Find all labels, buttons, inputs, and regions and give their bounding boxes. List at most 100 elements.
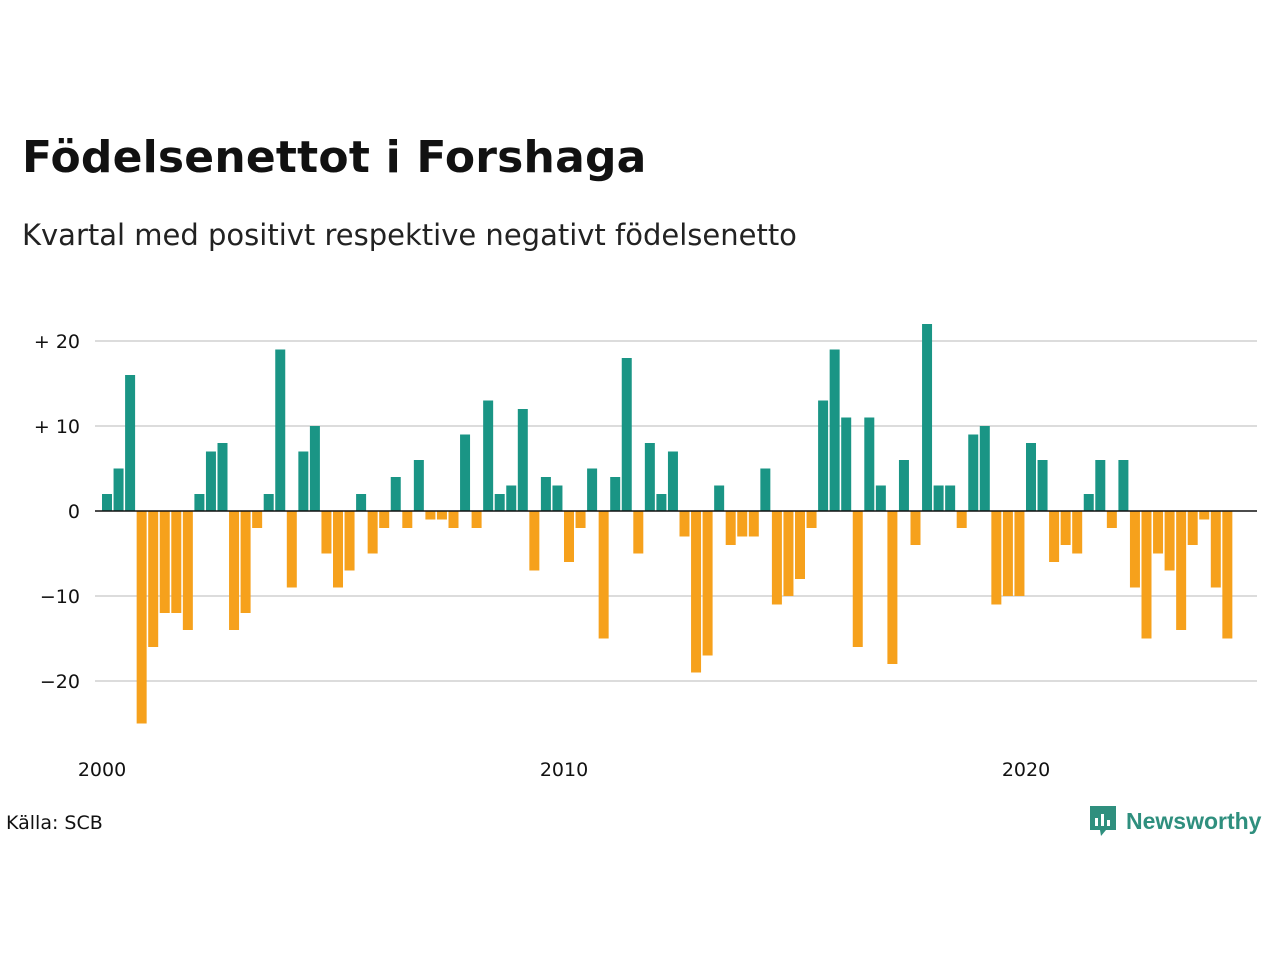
bar-positive xyxy=(968,434,979,511)
bar-negative xyxy=(748,511,759,537)
x-axis-ticks: 2000 2010 2020 xyxy=(78,759,1050,781)
bar-positive xyxy=(714,485,725,511)
bar-negative xyxy=(806,511,817,528)
bar-positive xyxy=(829,349,840,511)
bar-negative xyxy=(887,511,898,664)
bar-negative xyxy=(1072,511,1083,554)
bar-negative xyxy=(1199,511,1210,520)
source-note: Källa: SCB xyxy=(6,812,103,834)
bar-negative xyxy=(252,511,263,528)
bar-positive xyxy=(540,477,551,511)
bar-positive xyxy=(818,400,829,511)
bar-negative xyxy=(852,511,863,647)
bar-negative xyxy=(598,511,609,639)
bar-negative xyxy=(1210,511,1221,588)
bar-positive xyxy=(517,409,528,511)
bar-negative xyxy=(402,511,413,528)
bar-positive xyxy=(1095,460,1106,511)
bar-positive xyxy=(506,485,517,511)
bar-negative xyxy=(333,511,343,588)
bar-positive xyxy=(760,468,771,511)
bar-positive xyxy=(113,468,124,511)
newsworthy-logo-icon xyxy=(1090,806,1116,836)
y-tick-label: + 20 xyxy=(34,331,80,353)
bar-chart: + 20 + 10 0 −10 −20 2000 2010 2020 xyxy=(34,324,1257,781)
bar-negative xyxy=(171,511,182,613)
bar-negative xyxy=(1164,511,1175,571)
bar-negative xyxy=(771,511,782,605)
bar-negative xyxy=(1187,511,1198,545)
bar-negative xyxy=(1129,511,1140,588)
bar-positive xyxy=(1037,460,1048,511)
bar-negative xyxy=(148,511,159,647)
y-tick-label: 0 xyxy=(68,501,80,523)
bar-positive xyxy=(194,494,205,511)
bar-positive xyxy=(644,443,655,511)
bar-positive xyxy=(898,460,909,511)
bar-negative xyxy=(1153,511,1164,554)
y-tick-label: + 10 xyxy=(34,416,80,438)
bar-positive xyxy=(413,460,424,511)
bar-negative xyxy=(956,511,967,528)
bar-positive xyxy=(217,443,228,511)
bar-negative xyxy=(159,511,170,613)
bar-positive xyxy=(587,468,598,511)
bar-negative xyxy=(564,511,574,562)
bar-positive xyxy=(263,494,274,511)
bar-positive xyxy=(922,324,933,511)
y-tick-label: −10 xyxy=(40,586,80,608)
x-tick-label: 2020 xyxy=(1002,759,1050,781)
bar-negative xyxy=(1176,511,1187,630)
bar-positive xyxy=(390,477,401,511)
bar-positive xyxy=(841,417,852,511)
bar-negative xyxy=(448,511,459,528)
bar-positive xyxy=(667,451,678,511)
bar-positive xyxy=(460,434,471,511)
bar-negative xyxy=(991,511,1002,605)
bar-negative xyxy=(702,511,713,656)
bar-positive xyxy=(494,494,505,511)
bar-negative xyxy=(1106,511,1117,528)
bar-negative xyxy=(344,511,355,571)
bar-negative xyxy=(471,511,482,528)
bar-positive xyxy=(552,485,563,511)
bar-negative xyxy=(436,511,447,520)
bar-positive xyxy=(356,494,367,511)
chart-subtitle: Kvartal med positivt respektive negativt… xyxy=(22,218,797,252)
bar-positive xyxy=(864,417,875,511)
bar-negative xyxy=(679,511,690,537)
bar-negative xyxy=(783,511,794,596)
bar-negative xyxy=(910,511,921,545)
bar-positive xyxy=(1118,460,1129,511)
bar-negative xyxy=(1060,511,1071,545)
bar-negative xyxy=(136,511,147,724)
y-axis-ticks: + 20 + 10 0 −10 −20 xyxy=(34,331,80,693)
bar-positive xyxy=(309,426,320,511)
bar-positive xyxy=(656,494,667,511)
bar-negative xyxy=(1141,511,1152,639)
bar-negative xyxy=(379,511,390,528)
bar-positive xyxy=(205,451,216,511)
bar-positive xyxy=(298,451,309,511)
bar-negative xyxy=(229,511,240,630)
x-tick-label: 2000 xyxy=(78,759,126,781)
bar-positive xyxy=(933,485,944,511)
bar-negative xyxy=(367,511,378,554)
bar-negative xyxy=(425,511,436,520)
bar-positive xyxy=(875,485,886,511)
bar-positive xyxy=(1026,443,1036,511)
bar-negative xyxy=(575,511,586,528)
brand-logo: Newsworthy xyxy=(1088,804,1261,838)
y-tick-label: −20 xyxy=(40,671,80,693)
bar-positive xyxy=(275,349,286,511)
bar-negative xyxy=(529,511,540,571)
bar-negative xyxy=(1049,511,1060,562)
bar-positive xyxy=(102,494,112,511)
bar-positive xyxy=(945,485,956,511)
grid-lines xyxy=(95,340,1257,682)
bar-negative xyxy=(1002,511,1013,596)
bar-negative xyxy=(240,511,251,613)
bar-negative xyxy=(182,511,193,630)
chart-title: Födelsenettot i Forshaga xyxy=(22,132,647,183)
bar-negative xyxy=(737,511,748,537)
